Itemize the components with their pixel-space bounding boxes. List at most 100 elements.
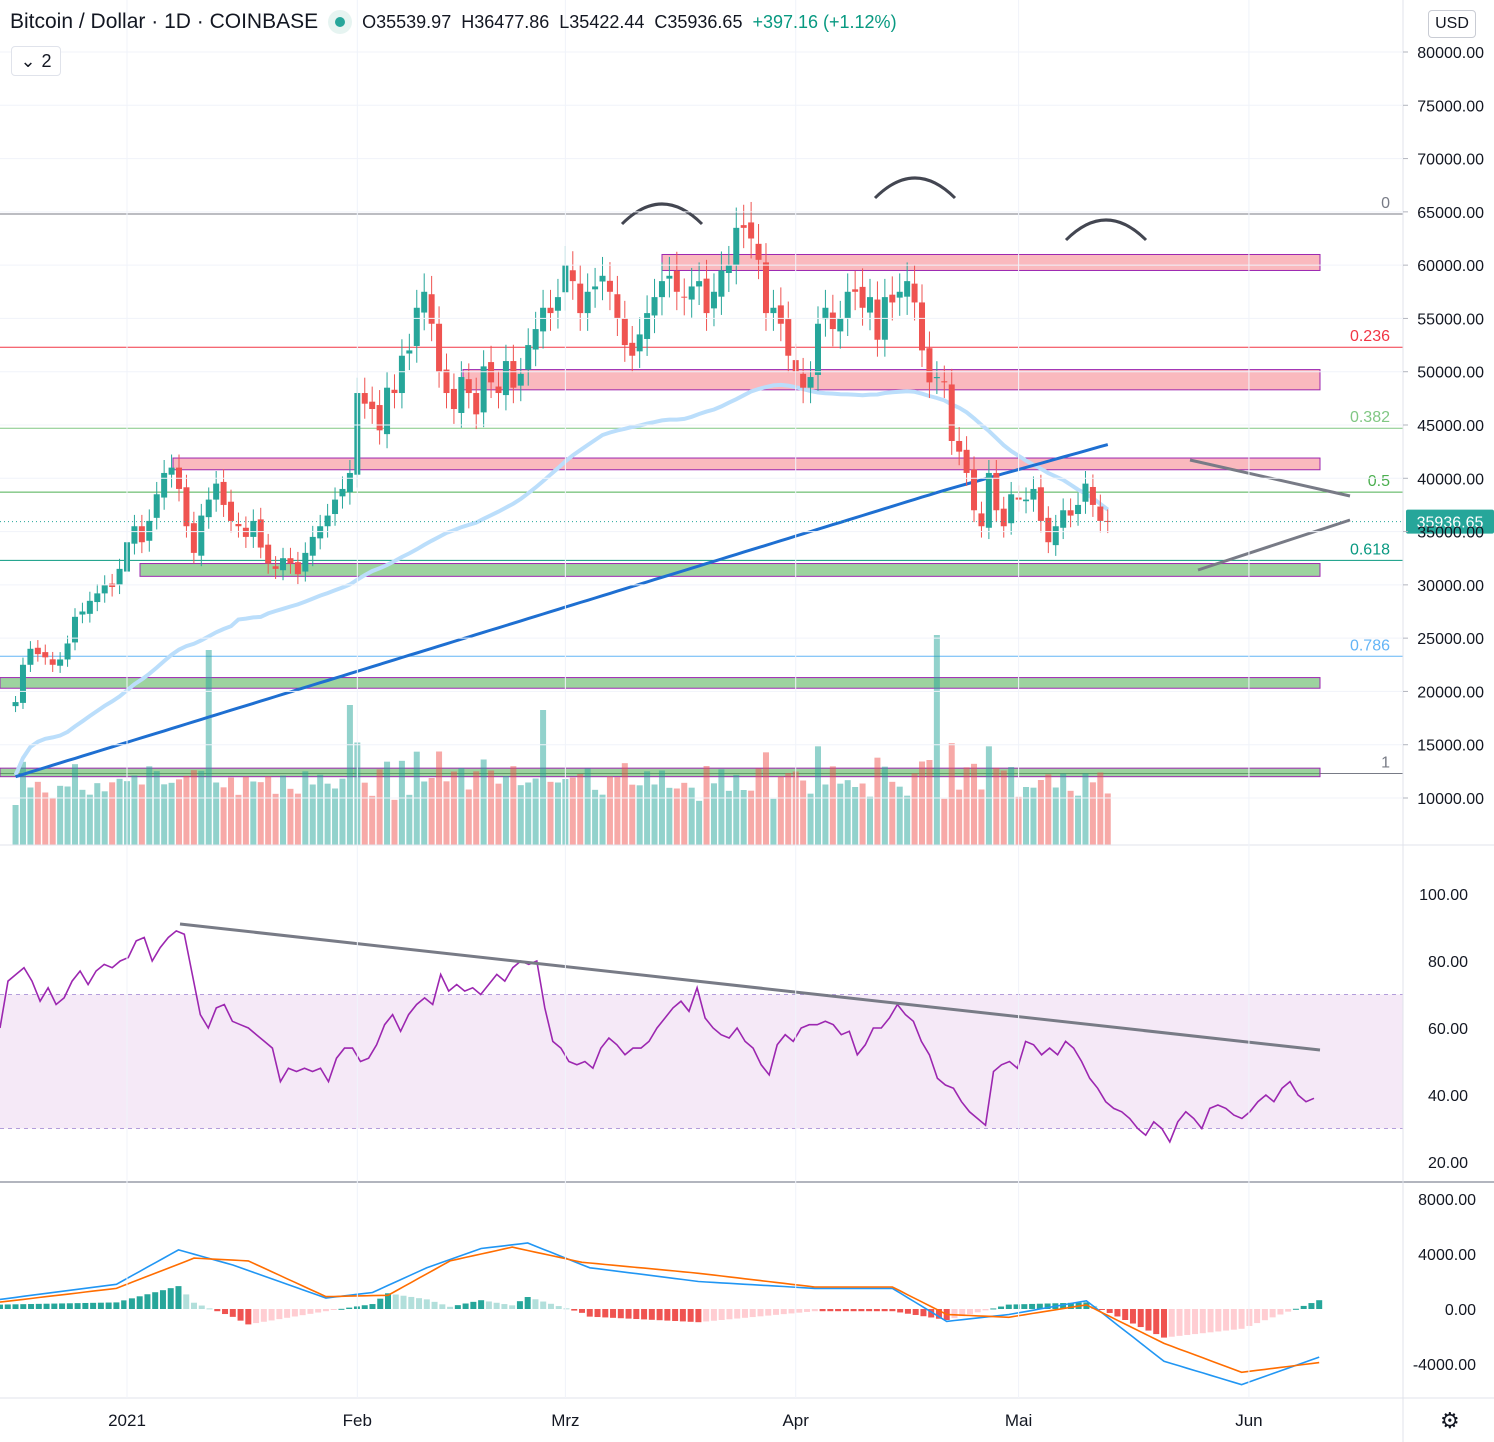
macd-histogram-bar [493, 1302, 500, 1309]
volume-bar [517, 785, 524, 845]
macd-histogram-bar [625, 1309, 632, 1319]
volume-bar [376, 769, 383, 845]
macd-histogram-bar [974, 1309, 981, 1313]
candle-body [1075, 504, 1082, 515]
macd-histogram-bar [509, 1305, 516, 1309]
volume-bar [584, 768, 591, 845]
volume-bar [458, 768, 465, 845]
candle-body [280, 558, 287, 571]
y-tick-label: 60000.00 [1417, 258, 1484, 275]
volume-bar [12, 805, 19, 845]
candle-body [673, 270, 680, 292]
macd-histogram-bar [454, 1305, 461, 1309]
macd-histogram-bar [773, 1309, 779, 1315]
macd-histogram-bar [842, 1309, 849, 1312]
candle-body [748, 222, 755, 239]
sr-zone [0, 677, 1321, 689]
macd-histogram-bar [998, 1306, 1005, 1309]
candle-body [1067, 510, 1074, 516]
macd-histogram-bar [291, 1309, 298, 1317]
candle-body [904, 281, 911, 297]
macd-histogram-bar [315, 1309, 322, 1313]
macd-histogram-bar [827, 1309, 834, 1312]
macd-histogram-bar [703, 1309, 710, 1322]
candle-body [1097, 506, 1104, 521]
symbol-title[interactable]: Bitcoin / Dollar · 1D · COINBASE [10, 10, 319, 33]
volume-bar [770, 798, 777, 845]
macd-histogram-bar [97, 1302, 104, 1309]
candle-body [837, 318, 844, 332]
candle-body [577, 283, 584, 314]
volume-bar [644, 771, 651, 845]
candle-body [710, 291, 717, 309]
candle-body [161, 472, 168, 498]
volume-bar [673, 788, 680, 845]
macd-histogram-bar [377, 1298, 384, 1309]
macd-histogram-bar [726, 1309, 733, 1320]
volume-bar [963, 767, 970, 845]
volume-bar [926, 760, 933, 845]
volume-bar [317, 774, 324, 845]
currency-button[interactable]: USD [1428, 10, 1476, 38]
macd-histogram-bar [672, 1309, 679, 1322]
candle-body [19, 664, 26, 703]
candle-body [651, 297, 658, 316]
macd-histogram-bar [1261, 1309, 1268, 1321]
macd-histogram-bar [687, 1309, 694, 1322]
macd-histogram-bar [695, 1309, 702, 1323]
volume-bar [198, 770, 205, 845]
candle-body [933, 377, 940, 379]
volume-bar [532, 778, 539, 845]
y-tick-label: 80000.00 [1417, 45, 1484, 62]
volume-bar [852, 787, 859, 845]
volume-bar [27, 787, 34, 845]
gear-icon[interactable]: ⚙ [1440, 1408, 1460, 1433]
volume-bar [629, 784, 636, 845]
volume-bar [859, 783, 866, 845]
volume-bar [1008, 767, 1015, 845]
candle-body [993, 472, 1000, 511]
macd-histogram-bar [1021, 1304, 1028, 1309]
volume-bar [473, 771, 480, 845]
indicator-collapse-button[interactable]: ⌄ 2 [11, 46, 61, 76]
volume-bar [443, 781, 450, 845]
macd-histogram-bar [641, 1309, 648, 1320]
candle-body [852, 289, 859, 292]
macd-histogram-bar [175, 1286, 182, 1309]
macd-histogram-bar [889, 1309, 896, 1312]
volume-bar [1030, 787, 1037, 845]
macd-tick-label: 0.00 [1445, 1302, 1476, 1319]
volume-bar [272, 793, 279, 845]
macd-histogram-bar [35, 1303, 42, 1309]
macd-histogram-bar [222, 1309, 229, 1315]
volume-bar [235, 794, 242, 845]
fib-level-label: 0.236 [1350, 328, 1390, 345]
candle-body [874, 299, 881, 340]
live-dot-icon [328, 10, 353, 34]
chevron-down-icon: ⌄ [20, 50, 36, 71]
candle-body [896, 291, 903, 298]
volume-bar [1089, 782, 1096, 845]
pattern-arc [620, 202, 704, 226]
volume-bar [332, 788, 339, 845]
y-tick-label: 15000.00 [1417, 738, 1484, 755]
macd-histogram-bar [43, 1303, 50, 1309]
candle-body [941, 381, 948, 383]
macd-tick-label: -4000.00 [1413, 1357, 1476, 1374]
macd-histogram-bar [664, 1309, 671, 1321]
macd-histogram-bar [633, 1309, 640, 1320]
macd-histogram-bar [610, 1309, 617, 1318]
macd-histogram-bar [648, 1309, 655, 1320]
rsi-tick-label: 100.00 [1419, 887, 1468, 904]
x-tick-label: Apr [782, 1411, 809, 1430]
macd-histogram-bar [253, 1309, 260, 1324]
macd-histogram-bar [1223, 1309, 1230, 1331]
macd-histogram-bar [1168, 1309, 1175, 1337]
macd-histogram-bar [1036, 1303, 1043, 1309]
x-tick-label: 2021 [108, 1411, 146, 1430]
candle-body [963, 449, 970, 473]
candle-body [205, 499, 212, 518]
macd-histogram-bar [780, 1309, 787, 1315]
volume-bar [1082, 773, 1089, 845]
